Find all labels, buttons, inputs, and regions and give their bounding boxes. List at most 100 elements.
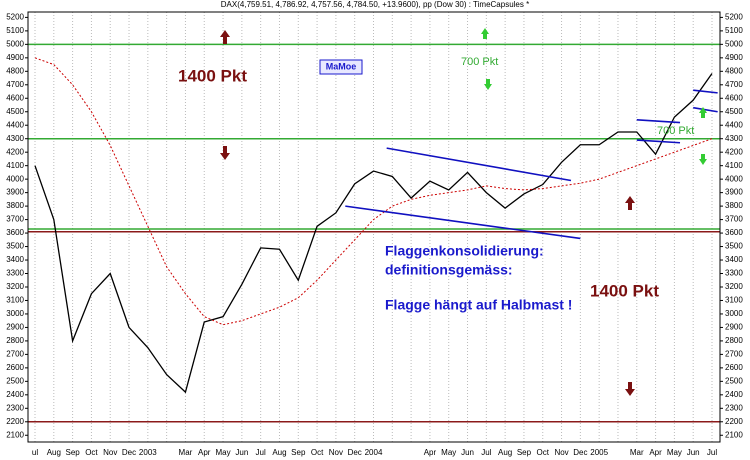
y-tick-label: 4700 — [725, 80, 743, 89]
arrow-up — [699, 107, 707, 118]
y-tick-label: 2500 — [725, 376, 743, 385]
y-tick-label: 4100 — [6, 161, 24, 170]
note: Flagge hängt auf Halbmast ! — [385, 297, 572, 313]
arrow-down — [625, 382, 635, 396]
x-tick-label: Nov — [329, 448, 343, 457]
y-tick-label: 3600 — [725, 228, 743, 237]
price-line — [34, 73, 713, 394]
range-label: 1400 Pkt — [590, 281, 659, 300]
y-tick-label: 3900 — [725, 188, 743, 197]
x-tick-label: Jul — [707, 448, 717, 457]
y-tick-label: 3700 — [6, 215, 24, 224]
y-tick-label: 2100 — [725, 430, 743, 439]
y-tick-label: 4400 — [6, 120, 24, 129]
y-tick-label: 3400 — [725, 255, 743, 264]
x-tick-label: 2003 — [139, 448, 157, 457]
x-tick-label: Jul — [481, 448, 491, 457]
arrow-up — [220, 30, 230, 44]
y-tick-label: 4300 — [6, 134, 24, 143]
trend-line — [386, 147, 572, 182]
y-tick-label: 5000 — [725, 39, 743, 48]
y-tick-label: 3400 — [6, 255, 24, 264]
y-tick-label: 2100 — [6, 430, 24, 439]
note: definitionsgemäss: — [385, 262, 513, 278]
tag: MaMoe — [326, 61, 357, 71]
x-tick-label: Aug — [47, 448, 61, 457]
trend-line — [636, 119, 681, 124]
y-tick-label: 2700 — [725, 349, 743, 358]
x-tick-label: Oct — [85, 448, 98, 457]
arrow-up — [481, 28, 489, 39]
y-tick-label: 3300 — [6, 269, 24, 278]
x-tick-label: Sep — [65, 448, 80, 457]
y-tick-label: 4600 — [725, 93, 743, 102]
y-tick-label: 3800 — [725, 201, 743, 210]
y-tick-label: 4300 — [725, 134, 743, 143]
y-tick-label: 4800 — [6, 66, 24, 75]
y-tick-label: 3800 — [6, 201, 24, 210]
y-tick-label: 2600 — [6, 363, 24, 372]
y-tick-label: 3000 — [6, 309, 24, 318]
y-tick-label: 2800 — [6, 336, 24, 345]
trend-line — [693, 106, 718, 113]
x-tick-label: Oct — [537, 448, 550, 457]
note: Flaggenkonsolidierung: — [385, 243, 544, 259]
y-tick-label: 3200 — [6, 282, 24, 291]
x-tick-label: May — [441, 448, 456, 457]
chart-title: DAX(4,759.51, 4,786.92, 4,757.56, 4,784.… — [221, 0, 529, 9]
plot-frame — [27, 11, 721, 443]
y-tick-label: 5100 — [6, 26, 24, 35]
y-tick-label: 2700 — [6, 349, 24, 358]
flag-label: 700 Pkt — [657, 125, 694, 137]
y-tick-label: 4500 — [6, 107, 24, 116]
y-tick-label: 2900 — [6, 323, 24, 332]
x-tick-label: Jun — [235, 448, 248, 457]
y-tick-label: 2600 — [725, 363, 743, 372]
y-tick-label: 3900 — [6, 188, 24, 197]
y-tick-label: 4600 — [6, 93, 24, 102]
y-tick-label: 2500 — [6, 376, 24, 385]
y-tick-label: 4700 — [6, 80, 24, 89]
x-tick-label: Jun — [461, 448, 474, 457]
y-tick-label: 4200 — [6, 147, 24, 156]
arrows — [481, 28, 707, 165]
y-tick-label: 2200 — [725, 417, 743, 426]
y-tick-label: 4800 — [725, 66, 743, 75]
y-tick-label: 3300 — [725, 269, 743, 278]
x-tick-label: Apr — [649, 448, 662, 457]
flag-label: 700 Pkt — [461, 56, 498, 68]
y-tick-label: 5200 — [725, 13, 743, 22]
x-tick-label: Jun — [687, 448, 700, 457]
y-tick-label: 4400 — [725, 120, 743, 129]
x-tick-label: Dec — [573, 448, 587, 457]
arrow-down — [220, 146, 230, 160]
x-tick-label: Aug — [498, 448, 512, 457]
y-tick-label: 2900 — [725, 323, 743, 332]
y-tick-label: 5100 — [725, 26, 743, 35]
y-tick-label: 3600 — [6, 228, 24, 237]
y-tick-label: 3500 — [725, 242, 743, 251]
arrows — [220, 30, 635, 396]
y-tick-label: 2300 — [725, 403, 743, 412]
plot-area — [25, 12, 723, 442]
x-tick-label: ul — [32, 448, 38, 457]
y-tick-label: 5000 — [6, 39, 24, 48]
y-tick-label: 4900 — [6, 53, 24, 62]
y-tick-label: 4000 — [725, 174, 743, 183]
y-tick-label: 4900 — [725, 53, 743, 62]
y-tick-label: 2800 — [725, 336, 743, 345]
y-tick-label: 4500 — [725, 107, 743, 116]
y-tick-label: 2400 — [6, 390, 24, 399]
x-tick-label: Mar — [630, 448, 644, 457]
y-tick-label: 2400 — [725, 390, 743, 399]
y-tick-label: 2300 — [6, 403, 24, 412]
x-tick-label: Nov — [554, 448, 568, 457]
arrow-down — [699, 154, 707, 165]
y-tick-label: 4200 — [725, 147, 743, 156]
trend-line — [345, 205, 581, 240]
x-tick-label: Sep — [291, 448, 306, 457]
range-label: 1400 Pkt — [178, 66, 247, 85]
trend-line — [636, 139, 681, 144]
